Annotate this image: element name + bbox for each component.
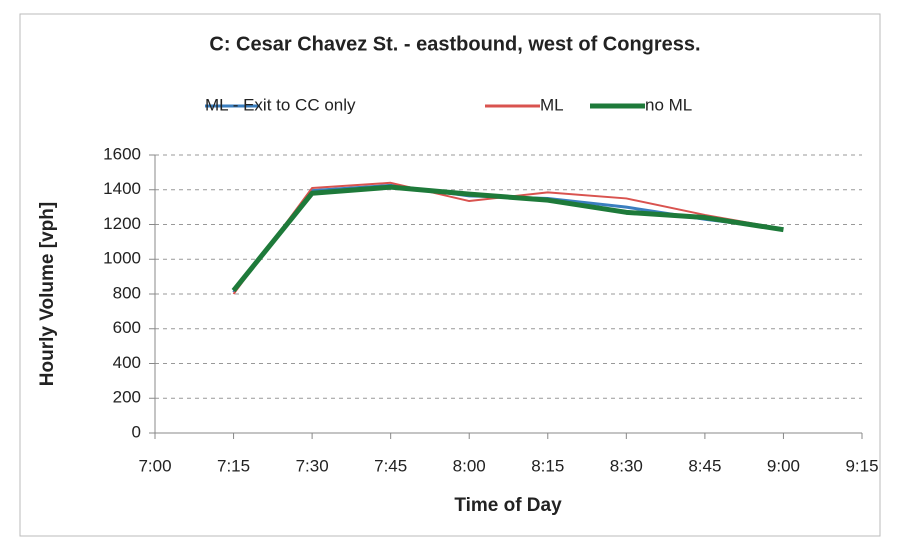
y-tick-label: 1200 (103, 214, 141, 233)
x-tick-label: 7:00 (138, 456, 171, 475)
x-axis-title: Time of Day (454, 495, 562, 516)
legend-label: ML - Exit to CC only (205, 95, 356, 114)
y-tick-label: 600 (113, 318, 141, 337)
series-line (231, 184, 784, 293)
x-tick-label: 7:45 (374, 456, 407, 475)
y-tick-label: 800 (113, 283, 141, 302)
chart-border (19, 13, 881, 537)
x-tick-label: 8:45 (688, 456, 721, 475)
x-tick-label: 7:30 (296, 456, 329, 475)
legend-label: ML (540, 95, 564, 114)
y-tick-label: 1000 (103, 249, 141, 268)
y-tick-label: 200 (113, 388, 141, 407)
y-axis-title: Hourly Volume [vph] (37, 202, 58, 386)
x-tick-label: 8:15 (531, 456, 564, 475)
y-tick-label: 0 (132, 422, 141, 441)
x-tick-label: 9:15 (845, 456, 878, 475)
chart-title: C: Cesar Chavez St. - eastbound, west of… (209, 33, 700, 55)
x-tick-label: 8:00 (453, 456, 486, 475)
x-tick-label: 9:00 (767, 456, 800, 475)
x-tick-label: 8:30 (610, 456, 643, 475)
legend-label: no ML (645, 95, 692, 114)
y-tick-label: 400 (113, 353, 141, 372)
x-tick-label: 7:15 (217, 456, 250, 475)
y-tick-label: 1400 (103, 179, 141, 198)
y-tick-label: 1600 (103, 144, 141, 163)
